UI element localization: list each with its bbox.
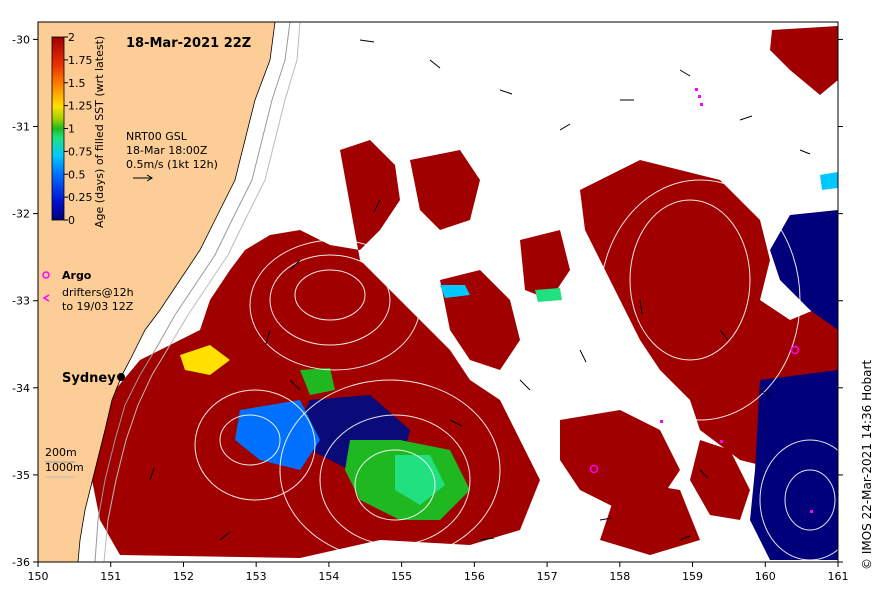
colorbar-tick-label: 1.75: [68, 54, 93, 67]
map-title: 18-Mar-2021 22Z: [126, 36, 251, 51]
map-plot-area: [38, 22, 838, 562]
colorbar-tick-label: 0: [68, 214, 75, 227]
altimetry-scale: 0.5m/s (1kt 12h): [126, 158, 218, 171]
argo-float-marker: [790, 345, 800, 355]
lon-tick-label: 161: [828, 570, 849, 583]
colorbar: 2 1.75 1.5 1.25 1 0.75 0.5 0.25 0 Age (days) of …: [51, 31, 106, 228]
colorbar-tick-label: 0.75: [68, 145, 93, 158]
lat-tick-label: -36: [12, 556, 30, 569]
longitude-axis: 150 151 152 153 154 155 156 157 158 159 160 161: [28, 562, 849, 583]
lon-tick-label: 155: [391, 570, 412, 583]
lon-tick-label: 152: [173, 570, 194, 583]
lat-tick-label: -32: [12, 208, 30, 221]
argo-markers: [589, 345, 800, 474]
colorbar-scale: [51, 36, 65, 221]
drifter-legend-range: to 19/03 12Z: [62, 300, 134, 313]
lon-tick-label: 151: [100, 570, 121, 583]
depth-legend: 200m 1000m: [45, 446, 84, 478]
drifter-tracks: [660, 88, 813, 513]
lon-tick-label: 158: [609, 570, 630, 583]
argo-float-marker: [589, 464, 599, 474]
lon-tick-label: 154: [318, 570, 339, 583]
land-mass: [38, 22, 276, 562]
lon-tick-label: 160: [755, 570, 776, 583]
colorbar-title: Age (days) of filled SST (wrt latest): [93, 36, 106, 228]
arrow-scale-icon: [133, 174, 153, 182]
altimetry-note: NRT00 GSL 18-Mar 18:00Z 0.5m/s (1kt 12h): [126, 130, 218, 182]
lon-tick-label: 159: [682, 570, 703, 583]
credit-label: © IMOS 22-Mar-2021 14:36 Hobart: [860, 360, 874, 570]
colorbar-tick-label: 2: [68, 31, 75, 44]
colorbar-tick-label: 1.5: [68, 77, 86, 90]
sydney-marker: [117, 373, 125, 381]
lat-tick-label: -34: [12, 382, 30, 395]
colorbar-tick-label: 1.25: [68, 100, 93, 113]
altimetry-time: 18-Mar 18:00Z: [126, 144, 208, 157]
lon-tick-label: 153: [246, 570, 267, 583]
velocity-arrows: [149, 39, 811, 541]
lon-tick-label: 156: [464, 570, 485, 583]
isobath-1000m: [103, 22, 301, 562]
lon-tick-label: 157: [537, 570, 558, 583]
drifter-legend-label: drifters@12h: [62, 286, 134, 299]
sst-recent-patches: [180, 172, 838, 560]
lat-tick-label: -35: [12, 469, 30, 482]
lat-tick-label: -31: [12, 121, 30, 134]
altimetry-source: NRT00 GSL: [126, 130, 188, 143]
isobath-200m: [94, 22, 291, 562]
colorbar-tick-label: 0.25: [68, 191, 93, 204]
latitude-axis: -30 -31 -32 -33 -34 -35 -36: [12, 33, 843, 569]
depth-label-1000m: 1000m: [45, 461, 84, 474]
ssh-contours: [194, 179, 838, 561]
depth-label-200m: 200m: [45, 446, 77, 459]
city-label-sydney: Sydney: [62, 371, 116, 386]
lon-tick-label: 150: [28, 570, 49, 583]
lat-tick-label: -33: [12, 295, 30, 308]
argo-legend-label: Argo: [62, 269, 92, 282]
colorbar-ticks: 2 1.75 1.5 1.25 1 0.75 0.5 0.25 0: [64, 31, 93, 227]
argo-legend: Argo drifters@12h to 19/03 12Z: [42, 269, 134, 313]
colorbar-tick-label: 1: [68, 123, 75, 136]
lat-tick-label: -30: [12, 33, 30, 46]
drifter-legend-icon: [42, 294, 50, 302]
plot-frame: [37, 21, 839, 563]
colorbar-tick-label: 0.5: [68, 168, 86, 181]
argo-legend-icon: [42, 271, 50, 279]
